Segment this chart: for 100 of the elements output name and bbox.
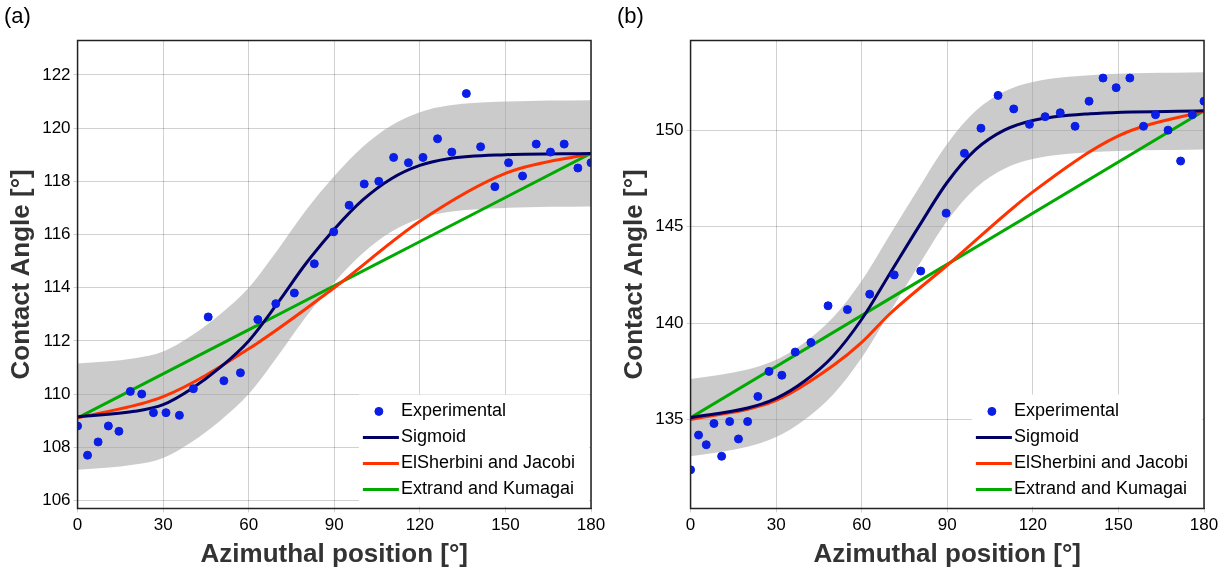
y-tick-label: 108 <box>42 436 71 456</box>
point <box>1098 73 1108 83</box>
point <box>271 299 281 309</box>
point <box>344 200 354 210</box>
point <box>1176 156 1186 166</box>
x-tick-label: 90 <box>937 515 957 535</box>
x-tick-label: 90 <box>324 515 344 535</box>
legend-label: Sigmoid <box>400 426 466 447</box>
y-tick-label: 122 <box>42 64 71 84</box>
point <box>203 312 213 322</box>
point <box>289 288 299 298</box>
point <box>1139 121 1149 131</box>
legend-label: Extrand and Kumagai <box>1013 478 1187 499</box>
y-axis-title: Contact Angle [°] <box>617 169 648 380</box>
x-tick-label: 30 <box>153 515 173 535</box>
point <box>941 208 951 218</box>
point <box>433 134 443 144</box>
point <box>309 259 319 269</box>
chart-title: (a) <box>4 3 31 29</box>
legend-label: ElSherbini and Jacobi <box>1013 452 1189 473</box>
point <box>1024 119 1034 129</box>
x-tick-label: 120 <box>405 515 435 535</box>
x-tick-label: 150 <box>1104 515 1133 535</box>
point <box>504 158 514 168</box>
point <box>790 347 800 357</box>
y-tick-label: 135 <box>655 409 684 429</box>
point <box>743 417 753 427</box>
point <box>916 266 926 276</box>
point <box>1125 73 1135 83</box>
point <box>1163 125 1173 135</box>
point <box>701 440 711 450</box>
y-tick-label: 106 <box>42 490 71 510</box>
point <box>253 315 263 325</box>
point <box>1070 121 1080 131</box>
point <box>329 227 339 237</box>
point <box>490 182 500 192</box>
point <box>1040 112 1050 122</box>
x-tick-label: 180 <box>576 515 606 535</box>
point <box>461 89 471 99</box>
point <box>1111 83 1121 93</box>
y-axis-title: Contact Angle [°] <box>4 169 35 380</box>
point <box>1084 96 1094 106</box>
point <box>418 152 428 162</box>
y-tick-label: 112 <box>43 330 71 350</box>
point <box>93 437 103 447</box>
x-tick-label: 0 <box>72 515 83 535</box>
legend-label: Experimental <box>1013 400 1119 421</box>
x-axis-title: Azimuthal position [°] <box>200 537 469 568</box>
x-tick-label: 150 <box>491 515 520 535</box>
x-axis-title: Azimuthal position [°] <box>813 537 1082 568</box>
x-tick-label: 60 <box>852 515 872 535</box>
legend-label: Sigmoid <box>1013 426 1079 447</box>
legend-label: Extrand and Kumagai <box>400 478 574 499</box>
point <box>476 142 486 152</box>
y-tick-label: 120 <box>42 117 71 137</box>
legend-label: ElSherbini and Jacobi <box>400 452 576 473</box>
point <box>959 148 969 158</box>
point <box>753 391 763 401</box>
point <box>359 179 369 189</box>
chart-title: (b) <box>617 3 644 29</box>
x-tick-label: 60 <box>239 515 259 535</box>
point <box>403 158 413 168</box>
point <box>559 139 569 149</box>
y-tick-label: 116 <box>43 224 71 244</box>
point <box>889 270 899 280</box>
point <box>235 368 245 378</box>
point <box>993 90 1003 100</box>
y-tick-label: 145 <box>655 216 684 236</box>
legend-label: Experimental <box>400 400 506 421</box>
point <box>725 417 735 427</box>
point <box>83 450 93 460</box>
point <box>125 386 135 396</box>
point <box>518 171 528 181</box>
y-tick-label: 118 <box>43 171 71 191</box>
point <box>148 408 158 418</box>
point <box>103 421 113 431</box>
point <box>531 139 541 149</box>
point <box>114 426 124 436</box>
point <box>694 430 704 440</box>
point <box>733 434 743 444</box>
y-tick-label: 110 <box>43 383 71 403</box>
x-tick-label: 30 <box>766 515 786 535</box>
y-tick-label: 140 <box>655 312 684 332</box>
point <box>447 147 457 157</box>
point <box>1055 108 1065 118</box>
point <box>161 408 171 418</box>
y-tick-label: 114 <box>43 277 71 297</box>
point <box>777 370 787 380</box>
x-tick-label: 120 <box>1018 515 1048 535</box>
point <box>865 289 875 299</box>
x-tick-label: 0 <box>685 515 696 535</box>
point <box>1187 110 1197 120</box>
point <box>842 305 852 315</box>
point <box>546 147 555 157</box>
point <box>823 301 833 311</box>
point <box>976 123 986 133</box>
point <box>573 163 583 173</box>
point <box>389 152 399 162</box>
point <box>764 366 774 376</box>
point <box>188 384 198 394</box>
